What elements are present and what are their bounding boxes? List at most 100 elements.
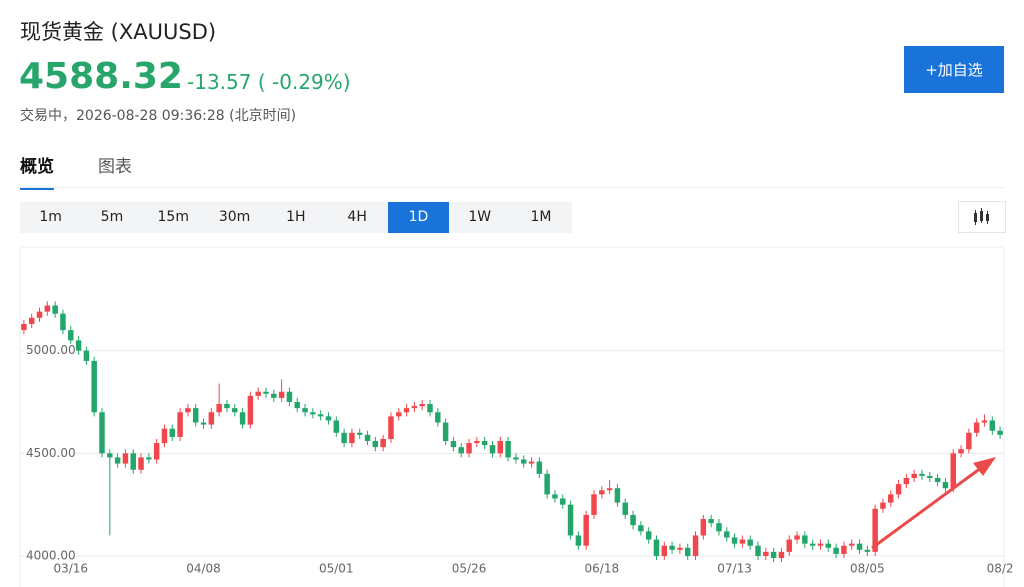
candle-body [138, 457, 144, 470]
candle-body [973, 422, 980, 433]
candle-body [474, 440, 480, 444]
candle-body [911, 473, 917, 478]
candle-body [981, 420, 988, 423]
candle-body [161, 428, 168, 444]
last-price: 4588.32 [19, 56, 183, 97]
candle-body [544, 473, 550, 495]
y-label-bg [24, 343, 76, 358]
candle-body [856, 543, 863, 550]
y-label-bg [24, 548, 76, 563]
candle-body [146, 457, 152, 460]
candle-body [52, 305, 58, 314]
candle-body [552, 494, 558, 499]
timeframe-button[interactable]: 1W [468, 209, 492, 225]
candle-body [763, 551, 769, 556]
timeframe-button[interactable]: 4H [347, 209, 367, 225]
candle-body [177, 412, 183, 437]
candle-icon [974, 208, 989, 225]
candle-body [622, 502, 628, 515]
candle-body [919, 473, 925, 476]
candle-body [380, 438, 386, 448]
candle-body [216, 404, 222, 413]
candle-body [489, 445, 496, 454]
candle-body [75, 340, 82, 351]
timeframe-button[interactable]: 15m [157, 209, 189, 225]
y-tick-label: 4500.00 [26, 446, 76, 460]
add-watchlist-button[interactable]: +加自选 [904, 46, 1004, 93]
candle-body [372, 440, 379, 448]
candle-body [755, 545, 761, 556]
candle-body [325, 416, 332, 421]
candle-body [716, 523, 722, 532]
tab[interactable]: 概览 [20, 152, 54, 190]
candle-body [68, 330, 74, 341]
candle-body [841, 545, 847, 554]
candle-body [677, 547, 683, 550]
chart-type-button[interactable] [958, 201, 1006, 233]
candle-body [294, 401, 300, 409]
candle-body [575, 535, 582, 546]
candle-body [466, 443, 472, 454]
timeframe-button[interactable]: 1H [286, 209, 306, 225]
candle-body [286, 391, 293, 402]
candle-body [91, 360, 97, 413]
candle-body [591, 494, 597, 515]
timeframe-button[interactable]: 1D [387, 202, 450, 233]
y-tick-label: 5000.00 [26, 343, 76, 357]
candle-body [583, 514, 589, 546]
candle-body [255, 391, 261, 396]
candle-body [356, 432, 363, 435]
candle-body [497, 440, 504, 454]
candle-body [271, 393, 277, 398]
candle-body [747, 539, 753, 546]
chart-frame [19, 246, 1005, 587]
timeframe-bar: 1m 5m 15m 30m 1H 4H 1D 1W 1M [20, 202, 572, 233]
candle-body [614, 488, 621, 503]
candle-body [458, 447, 464, 454]
timeframe-button[interactable]: 1m [39, 209, 62, 225]
candle-body [513, 457, 519, 460]
tab[interactable]: 图表 [98, 157, 132, 177]
candle-body [966, 432, 972, 450]
candle-body [638, 525, 644, 532]
tab-bar: 概览 图表 [20, 152, 132, 190]
candle-body [185, 408, 191, 413]
candle-body [403, 408, 410, 413]
timeframe-button[interactable]: 30m [218, 209, 251, 225]
candle-body [848, 543, 855, 546]
candle-body [833, 547, 839, 554]
candle-body [645, 531, 652, 540]
candle-body [396, 412, 402, 417]
candle-body [809, 543, 816, 546]
candle-body [263, 391, 269, 394]
candle-body [880, 502, 886, 509]
x-tick-label: 05/26 [452, 562, 487, 576]
candle-body [317, 414, 324, 417]
candle-body [122, 453, 129, 464]
candle-body [989, 420, 996, 431]
candle-body [114, 457, 121, 464]
candle-body [247, 395, 254, 425]
candle-body [684, 547, 691, 556]
candle-body [411, 406, 418, 409]
candle-body [825, 543, 832, 548]
candle-body [341, 432, 347, 444]
candle-body [239, 412, 246, 425]
candle-body [153, 443, 160, 460]
candle-body [232, 408, 238, 413]
candle-body [419, 404, 425, 407]
candle-body [192, 408, 199, 423]
candle-body [450, 440, 457, 448]
candle-body [599, 490, 605, 495]
timeframe-button[interactable]: 1M [530, 209, 552, 225]
candle-body [21, 323, 27, 331]
x-tick-label: 07/13 [717, 562, 752, 576]
candle-body [481, 440, 488, 446]
candle-body [200, 422, 207, 425]
candle-body [950, 453, 956, 489]
candle-body [349, 432, 355, 444]
candle-body [333, 420, 340, 433]
timeframe-button[interactable]: 5m [100, 209, 124, 225]
candle-body [208, 412, 215, 425]
